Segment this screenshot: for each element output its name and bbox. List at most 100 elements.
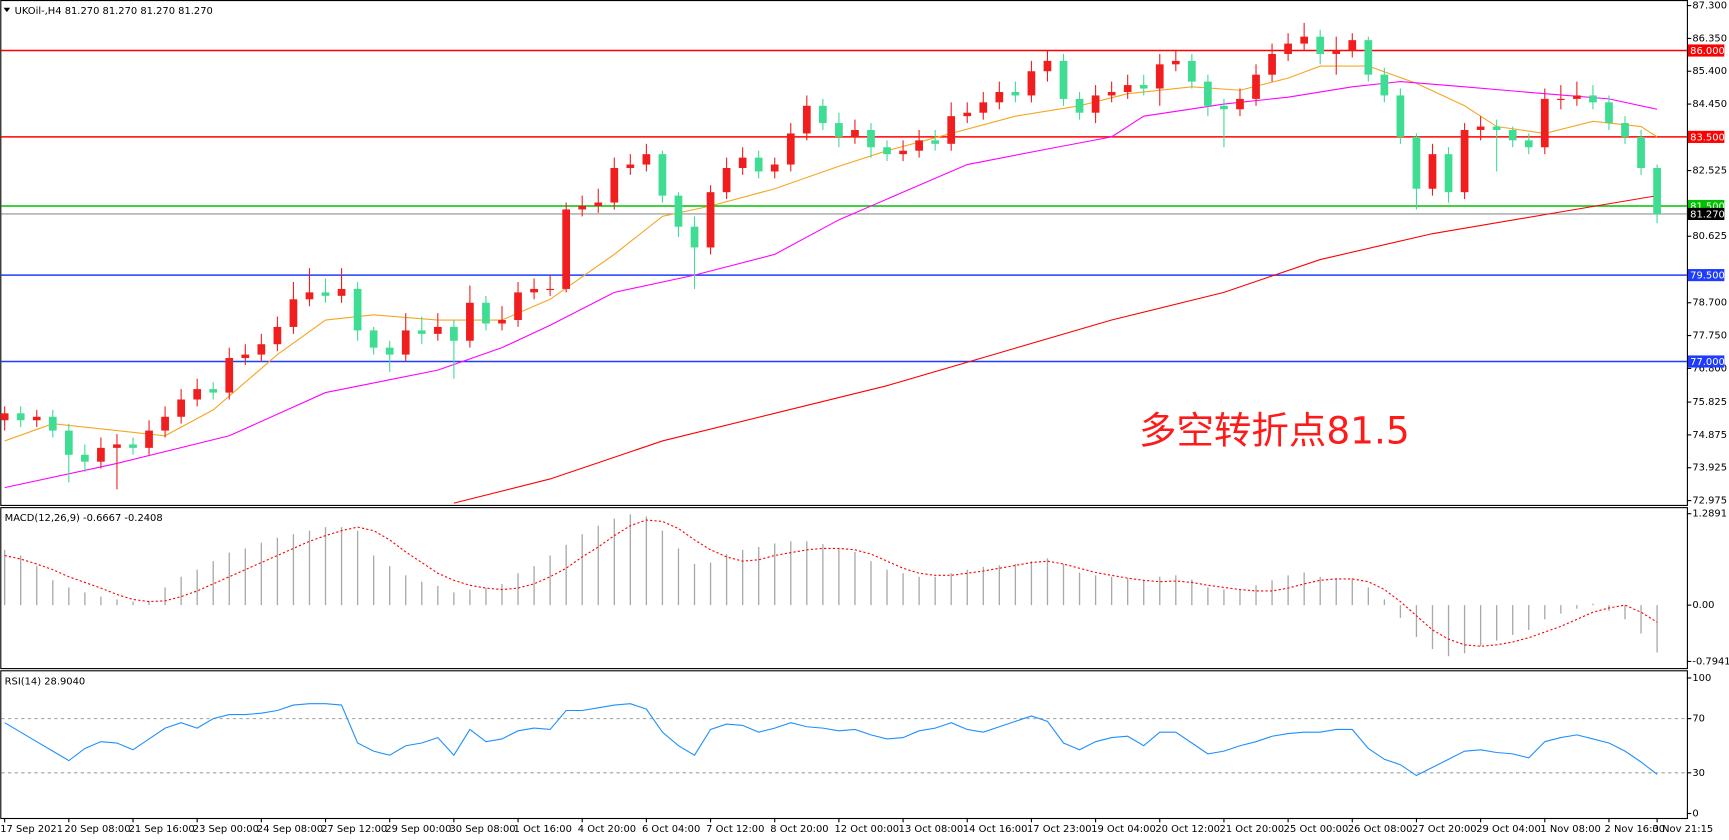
candle-body bbox=[1605, 102, 1613, 124]
x-tick-label: 25 Oct 00:00 bbox=[1284, 824, 1349, 835]
candle-body bbox=[770, 164, 779, 172]
candle-body bbox=[1621, 123, 1629, 137]
candle-body bbox=[113, 444, 121, 448]
candle-body bbox=[1300, 36, 1309, 44]
candle-body bbox=[1556, 98, 1565, 100]
candle-body bbox=[289, 299, 298, 327]
y-tick-label: 74.875 bbox=[1692, 430, 1727, 441]
candle-body bbox=[1011, 91, 1020, 96]
candle-body bbox=[1284, 43, 1292, 54]
x-tick-label: 3 Nov 21:15 bbox=[1653, 824, 1713, 835]
level-label-box bbox=[1687, 269, 1725, 282]
candle-body bbox=[273, 326, 282, 345]
candle-body bbox=[1492, 126, 1501, 130]
y-tick-label: 1.2891 bbox=[1692, 509, 1727, 520]
candle-body bbox=[610, 167, 619, 203]
candle-body bbox=[337, 288, 346, 296]
y-tick-label: 86.350 bbox=[1692, 33, 1727, 44]
candle-body bbox=[1348, 40, 1357, 51]
y-tick-label: 70 bbox=[1692, 714, 1705, 725]
candle-body bbox=[1573, 95, 1581, 99]
candle-body bbox=[321, 292, 330, 296]
candle-body bbox=[97, 447, 105, 462]
y-tick-label: 76.800 bbox=[1692, 363, 1727, 374]
candle-body bbox=[1396, 95, 1405, 137]
candle-body bbox=[257, 344, 266, 355]
candle-body bbox=[738, 157, 747, 168]
price-panel-frame bbox=[0, 0, 1688, 506]
candle-body bbox=[642, 154, 651, 165]
annotation: 多空转折点81.5 bbox=[1139, 409, 1410, 453]
panel-title: MACD(12,26,9) -0.6667 -0.2408 bbox=[5, 513, 163, 524]
y-tick-label: 82.525 bbox=[1692, 166, 1727, 177]
series-line bbox=[4, 81, 1658, 489]
candle-body bbox=[1380, 74, 1389, 96]
x-tick-label: 27 Sep 12:00 bbox=[321, 824, 387, 835]
candle-body bbox=[177, 399, 185, 417]
candle-body bbox=[482, 302, 490, 324]
candle-body bbox=[369, 330, 378, 348]
level-label-box bbox=[1687, 355, 1725, 368]
candle-body bbox=[1508, 129, 1517, 141]
candle-body bbox=[1155, 64, 1164, 89]
candle-body bbox=[433, 326, 442, 334]
y-tick-label: 0.00 bbox=[1692, 600, 1714, 611]
last-price-box bbox=[1687, 207, 1725, 221]
x-tick-label: 12 Oct 00:00 bbox=[834, 824, 899, 835]
y-tick-label: 85.400 bbox=[1692, 66, 1727, 77]
candle-body bbox=[401, 330, 410, 355]
candle-body bbox=[48, 416, 57, 431]
candle-body bbox=[1653, 167, 1661, 214]
candle-body bbox=[64, 430, 73, 455]
candle-body bbox=[1540, 98, 1549, 148]
candle-body bbox=[1043, 60, 1052, 72]
x-tick-label: 29 Oct 04:00 bbox=[1476, 824, 1541, 835]
candle-body bbox=[305, 292, 314, 300]
candle-body bbox=[818, 105, 827, 124]
x-tick-label: 20 Oct 12:00 bbox=[1155, 824, 1220, 835]
candle-body bbox=[1220, 105, 1228, 110]
x-tick-label: 29 Sep 00:00 bbox=[385, 824, 451, 835]
x-tick-label: 17 Sep 2021 bbox=[0, 824, 63, 835]
candle-body bbox=[129, 444, 137, 448]
candle-body bbox=[1139, 85, 1148, 89]
candle-body bbox=[417, 330, 426, 334]
candle-body bbox=[835, 123, 843, 137]
level-label: 81.500 bbox=[1690, 202, 1725, 213]
candle-body bbox=[1524, 140, 1533, 148]
candle-body bbox=[1187, 60, 1196, 82]
candle-body bbox=[1091, 95, 1100, 113]
candle-body bbox=[241, 354, 250, 359]
y-tick-label: 78.700 bbox=[1692, 298, 1727, 309]
candle-body bbox=[979, 102, 988, 113]
y-tick-label: 77.750 bbox=[1692, 331, 1727, 342]
level-label: 83.500 bbox=[1690, 132, 1725, 143]
candle-body bbox=[353, 288, 362, 331]
level-label: 86.000 bbox=[1690, 46, 1725, 57]
y-tick-label: 84.450 bbox=[1692, 99, 1727, 110]
candle-body bbox=[1204, 81, 1212, 106]
x-tick-label: 27 Oct 20:00 bbox=[1412, 824, 1477, 835]
candle-body bbox=[1027, 71, 1036, 96]
x-tick-label: 17 Oct 23:00 bbox=[1027, 824, 1092, 835]
candle-body bbox=[963, 112, 972, 117]
y-tick-label: 0 bbox=[1692, 808, 1698, 819]
candle-body bbox=[658, 154, 667, 196]
candle-body bbox=[546, 288, 554, 291]
title-dropdown-icon[interactable] bbox=[3, 7, 11, 13]
level-label-box bbox=[1687, 44, 1725, 57]
candle-body bbox=[1268, 53, 1276, 75]
x-tick-label: 19 Oct 04:00 bbox=[1091, 824, 1156, 835]
candle-body bbox=[1236, 98, 1244, 110]
candle-body bbox=[995, 91, 1004, 103]
candle-body bbox=[530, 288, 538, 293]
y-tick-label: 80.625 bbox=[1692, 231, 1727, 242]
candle-body bbox=[947, 116, 956, 144]
candle-body bbox=[1412, 136, 1421, 189]
candle-body bbox=[1332, 50, 1341, 54]
x-tick-label: 21 Sep 16:00 bbox=[129, 824, 195, 835]
candle-body bbox=[1589, 95, 1597, 103]
candle-body bbox=[1460, 129, 1469, 193]
